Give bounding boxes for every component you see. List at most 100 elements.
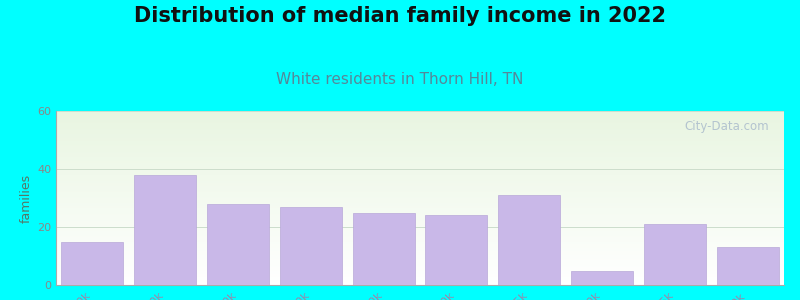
Bar (56, 202, 784, 203)
Bar (56, 199, 784, 200)
Bar (56, 161, 784, 162)
Bar (56, 241, 784, 242)
Bar (56, 158, 784, 159)
Bar (56, 164, 784, 165)
Bar (56, 206, 784, 207)
Bar (56, 246, 784, 247)
Bar (56, 265, 784, 266)
Bar (56, 204, 784, 205)
Bar (56, 154, 784, 155)
Bar (56, 230, 784, 231)
Bar (56, 150, 784, 151)
Bar (56, 267, 784, 268)
Bar (56, 183, 784, 184)
Bar (56, 175, 784, 176)
Bar (56, 138, 784, 139)
Bar (56, 216, 784, 217)
Bar (56, 168, 784, 169)
Bar (56, 153, 784, 154)
Bar (56, 166, 784, 167)
Bar (56, 222, 784, 223)
Bar (56, 156, 784, 157)
Bar (56, 263, 784, 264)
Bar (56, 131, 784, 132)
Bar (56, 121, 784, 122)
Bar (56, 198, 784, 199)
Text: White residents in Thorn Hill, TN: White residents in Thorn Hill, TN (276, 72, 524, 87)
Bar (56, 132, 784, 133)
Bar (56, 277, 784, 278)
Bar (56, 236, 784, 237)
Bar (56, 196, 784, 197)
Bar (56, 184, 784, 185)
Bar (56, 259, 784, 260)
Bar (56, 238, 784, 239)
Bar (56, 266, 784, 267)
Bar (56, 189, 784, 190)
Bar (56, 270, 784, 271)
Bar (56, 146, 784, 147)
Bar (56, 191, 784, 192)
Bar (56, 247, 784, 248)
Bar (56, 172, 784, 173)
Bar (56, 195, 784, 196)
Bar (56, 193, 784, 194)
Bar (56, 118, 784, 119)
Bar (56, 116, 784, 117)
Bar (56, 256, 784, 257)
Bar (56, 127, 784, 128)
Bar (56, 188, 784, 189)
Bar (426, 215, 487, 285)
Bar (56, 278, 784, 279)
Bar (56, 279, 784, 280)
Bar (56, 228, 784, 229)
Bar (56, 185, 784, 186)
Bar (56, 245, 784, 246)
Bar (56, 261, 784, 262)
Bar (56, 186, 784, 187)
Bar (56, 182, 784, 183)
Bar (56, 220, 784, 221)
Bar (280, 207, 342, 285)
Bar (56, 273, 784, 274)
Bar (56, 179, 784, 180)
Bar (353, 212, 414, 285)
Bar (56, 143, 784, 144)
Bar (498, 195, 560, 285)
Bar (56, 271, 784, 272)
Bar (56, 177, 784, 178)
Bar (56, 162, 784, 163)
Bar (56, 160, 784, 161)
Bar (56, 250, 784, 251)
Bar (56, 215, 784, 216)
Bar (56, 262, 784, 263)
Bar (56, 239, 784, 240)
Bar (56, 233, 784, 234)
Bar (56, 264, 784, 265)
Bar (56, 272, 784, 273)
Bar (56, 276, 784, 277)
Bar (56, 149, 784, 150)
Bar (56, 120, 784, 121)
Bar (56, 128, 784, 129)
Bar (56, 244, 784, 245)
Bar (56, 255, 784, 256)
Text: City-Data.com: City-Data.com (685, 120, 770, 133)
Bar (56, 218, 784, 219)
Bar (56, 147, 784, 148)
Text: Distribution of median family income in 2022: Distribution of median family income in … (134, 6, 666, 26)
Bar (56, 148, 784, 149)
Bar (56, 227, 784, 228)
Bar (56, 160, 784, 161)
Bar (56, 129, 784, 130)
Bar (207, 204, 269, 285)
Bar (56, 224, 784, 225)
Bar (56, 124, 784, 125)
Bar (56, 284, 784, 285)
Bar (56, 159, 784, 160)
Bar (56, 209, 784, 210)
Bar (56, 142, 784, 143)
Bar (56, 214, 784, 215)
Bar (56, 187, 784, 188)
Bar (56, 223, 784, 224)
